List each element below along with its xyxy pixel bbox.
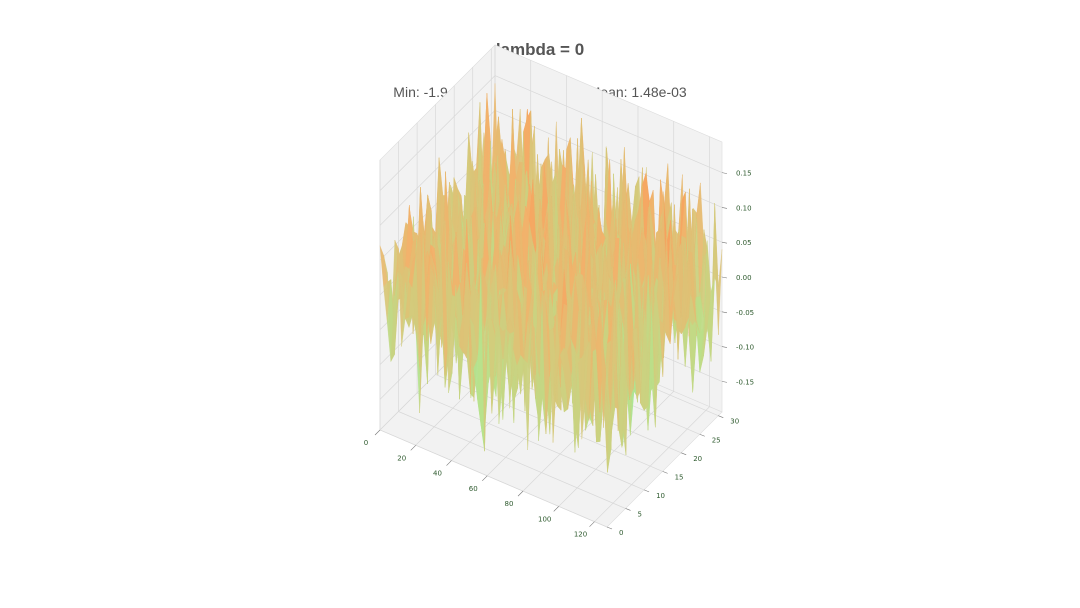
z-tick-mark <box>721 172 728 174</box>
y-tick-label: 10 <box>656 492 665 500</box>
x-tick-label: 120 <box>574 531 587 539</box>
y-tick-label: 5 <box>638 511 642 519</box>
z-grid-side <box>379 110 496 226</box>
z-tick-label: 0.00 <box>736 274 752 282</box>
z-tick-mark <box>721 381 728 383</box>
y-tick-mark <box>699 433 705 437</box>
y-tick-label: 15 <box>675 473 684 481</box>
y-tick-mark <box>662 471 668 474</box>
x-tick-label: 40 <box>433 470 442 478</box>
x-tick-label: 80 <box>505 500 514 508</box>
z-tick-label: 0.05 <box>736 239 752 247</box>
x-tick-label: 20 <box>397 454 406 462</box>
x-tick-mark <box>446 460 452 466</box>
x-tick-mark <box>410 445 416 451</box>
z-tick-mark <box>721 241 728 244</box>
z-tick-label: -0.10 <box>736 344 754 352</box>
z-grid-back <box>494 75 723 173</box>
y-tick-label: 0 <box>619 529 623 537</box>
x-tick-mark <box>553 506 559 512</box>
z-tick-mark <box>721 276 728 279</box>
x-grid-floor <box>594 406 710 522</box>
y-tick-mark <box>681 452 687 456</box>
z-tick-label: -0.05 <box>736 309 754 317</box>
y-tick-mark <box>643 489 650 493</box>
x-tick-label: 60 <box>469 485 478 493</box>
x-tick-mark <box>374 429 381 436</box>
z-tick-label: -0.15 <box>736 378 754 386</box>
x-tick-label: 100 <box>538 515 551 523</box>
z-tick-mark <box>721 207 728 209</box>
y-grid-floor <box>416 392 645 491</box>
z-grid-side <box>379 75 496 191</box>
x-tick-mark <box>482 475 488 482</box>
y-tick-mark <box>606 526 613 530</box>
z-tick-label: 0.10 <box>736 204 752 212</box>
y-tick-label: 30 <box>730 418 739 426</box>
chart-title: lambda = 0 <box>495 40 585 59</box>
axis-ticks: 0 20 40 60 80 100 120 0 5 10 15 20 25 30 -0.15 -0.10 -0.… <box>364 170 754 539</box>
z-tick-mark <box>721 311 728 314</box>
z-tick-mark <box>721 346 728 348</box>
surface-facet <box>603 360 611 438</box>
y-tick-mark <box>718 415 724 418</box>
z-grid-back <box>494 110 723 208</box>
x-tick-mark <box>589 521 595 527</box>
y-grid-floor <box>379 429 608 528</box>
x-tick-label: 0 <box>364 439 368 447</box>
y-tick-label: 20 <box>693 455 702 463</box>
x-tick-mark <box>517 490 524 497</box>
surface-mesh <box>379 83 723 473</box>
y-tick-label: 25 <box>712 436 721 444</box>
y-tick-mark <box>625 508 631 511</box>
y-grid-floor <box>398 411 626 509</box>
z-tick-label: 0.15 <box>736 170 752 178</box>
